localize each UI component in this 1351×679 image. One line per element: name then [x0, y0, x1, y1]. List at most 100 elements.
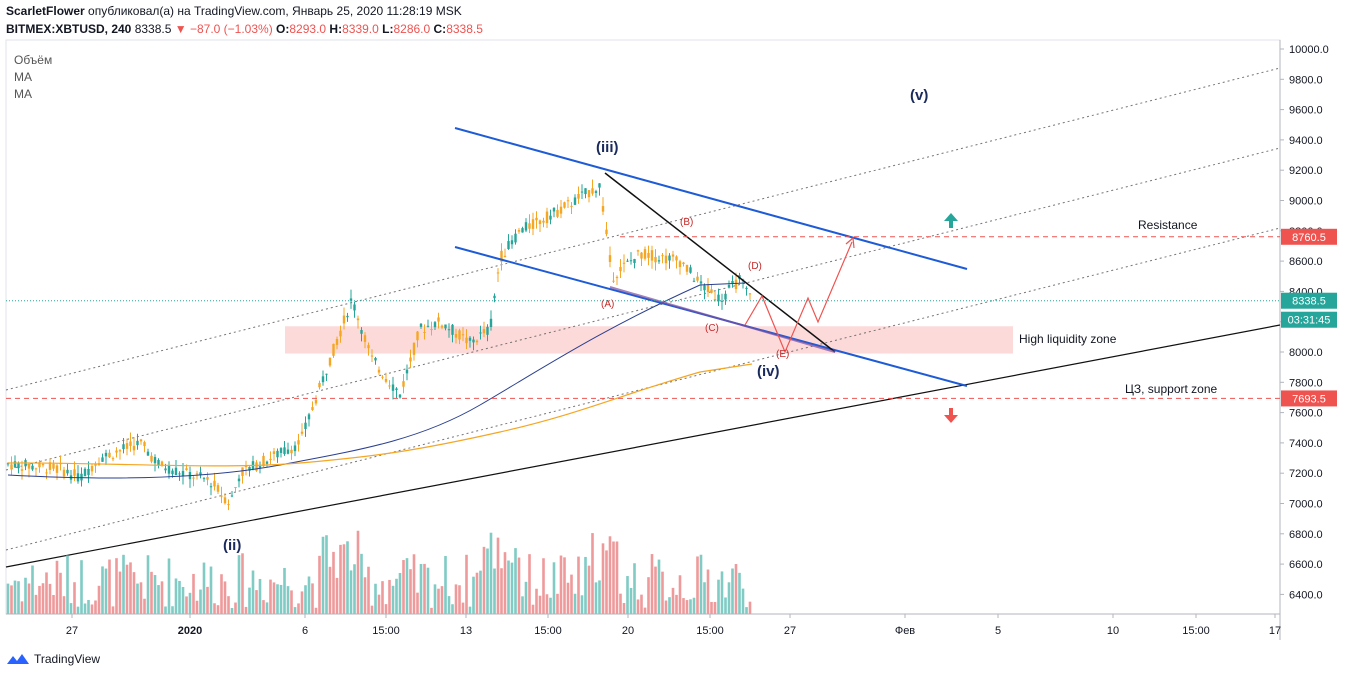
volume-bar	[192, 573, 195, 614]
volume-bar	[461, 602, 465, 614]
candle-body	[185, 468, 188, 470]
publish-info: ScarletFlower опубликовал(а) на TradingV…	[6, 4, 462, 18]
chart-annotation: Resistance	[1138, 218, 1198, 232]
volume-bar	[80, 560, 83, 614]
volume-bar	[262, 600, 265, 614]
candle-body	[286, 449, 290, 454]
y-tick-label: 7200.0	[1289, 468, 1323, 480]
volume-bar	[500, 568, 503, 614]
volume-bar	[706, 569, 710, 614]
volume-bar	[517, 557, 521, 614]
candle-body	[608, 255, 612, 262]
volume-bar	[125, 564, 129, 614]
volume-bar	[27, 583, 31, 614]
candle-body	[416, 331, 419, 341]
volume-bar	[444, 556, 447, 614]
candle-body	[447, 329, 451, 331]
candle-body	[734, 279, 738, 290]
volume-bar	[55, 560, 59, 614]
close-value: 8338.5	[446, 22, 483, 36]
volume-bar	[710, 601, 713, 614]
candle-body	[297, 440, 300, 445]
candle-body	[514, 233, 517, 243]
volume-bar	[486, 548, 489, 614]
candle-body	[724, 293, 727, 300]
candle-body	[45, 472, 48, 474]
price-axis-badge-label: 03:31:45	[1288, 315, 1331, 327]
price-axis-badge-label: 8338.5	[1292, 296, 1326, 308]
volume-bar	[668, 597, 671, 614]
wave-label: (E)	[776, 349, 789, 360]
volume-bar	[111, 606, 115, 614]
volume-bar	[405, 558, 409, 614]
candle-body	[647, 252, 650, 258]
volume-bar	[531, 604, 535, 614]
x-tick-label: 20	[622, 625, 634, 637]
candle-body	[104, 452, 108, 457]
candle-body	[633, 258, 636, 264]
volume-bar	[195, 600, 199, 614]
y-tick-label: 7400.0	[1289, 438, 1323, 450]
candle-body	[353, 304, 356, 311]
wave-label: (A)	[601, 299, 614, 310]
wave-label: (iii)	[596, 139, 619, 156]
candle-body	[195, 473, 199, 475]
candle-body	[115, 450, 118, 453]
volume-bar	[741, 588, 745, 614]
candle-body	[640, 252, 643, 259]
volume-bar	[535, 588, 538, 614]
candle-body	[73, 469, 76, 476]
candle-body	[598, 183, 601, 188]
volume-bar	[451, 604, 454, 614]
wave-label: (C)	[705, 323, 719, 334]
volume-bar	[97, 585, 101, 614]
channel-dotted-line	[5, 67, 1281, 391]
volume-bar	[692, 597, 696, 614]
candle-body	[458, 330, 461, 340]
volume-bar	[454, 584, 458, 614]
bearish-arrow-icon	[944, 408, 958, 423]
wave-label: (iv)	[757, 363, 780, 380]
volume-bar	[622, 602, 626, 614]
volume-bar	[724, 597, 727, 614]
moving-average-fast	[7, 282, 746, 479]
volume-bar	[538, 595, 542, 614]
legend-volume[interactable]: Объём	[14, 53, 53, 67]
volume-bar	[745, 607, 748, 614]
candle-body	[143, 442, 146, 447]
candle-body	[363, 335, 367, 342]
volume-bar	[521, 596, 524, 614]
x-tick-label: Фев	[895, 625, 915, 637]
volume-bar	[283, 567, 286, 614]
candle-body	[692, 280, 696, 282]
y-tick-label: 6400.0	[1289, 589, 1323, 601]
wave-label: (D)	[748, 261, 762, 272]
volume-bar	[447, 596, 451, 614]
volume-bar	[570, 574, 573, 614]
x-tick-label: 15:00	[1182, 625, 1210, 637]
candle-body	[27, 463, 31, 469]
close-label: C:	[433, 22, 447, 36]
author-name[interactable]: ScarletFlower	[6, 4, 85, 18]
candle-body	[720, 300, 724, 302]
legend-ma-1[interactable]: MA	[14, 70, 32, 84]
candle-body	[479, 332, 482, 334]
volume-bar	[482, 546, 486, 614]
candle-body	[41, 464, 45, 466]
volume-bar	[13, 580, 17, 614]
wave-label: (ii)	[223, 537, 241, 554]
volume-bar	[31, 565, 34, 614]
volume-bar	[573, 593, 577, 614]
volume-bar	[342, 544, 346, 614]
candle-body	[419, 323, 423, 327]
volume-bar	[493, 568, 496, 614]
volume-bar	[468, 606, 472, 614]
candle-body	[6, 463, 10, 465]
volume-bar	[157, 585, 160, 614]
legend-ma-2[interactable]: MA	[14, 87, 32, 101]
volume-bar	[503, 552, 507, 614]
symbol-name[interactable]: BITMEX:XBTUSD, 240	[6, 22, 132, 36]
candle-body	[661, 255, 664, 257]
volume-bar	[346, 541, 349, 614]
